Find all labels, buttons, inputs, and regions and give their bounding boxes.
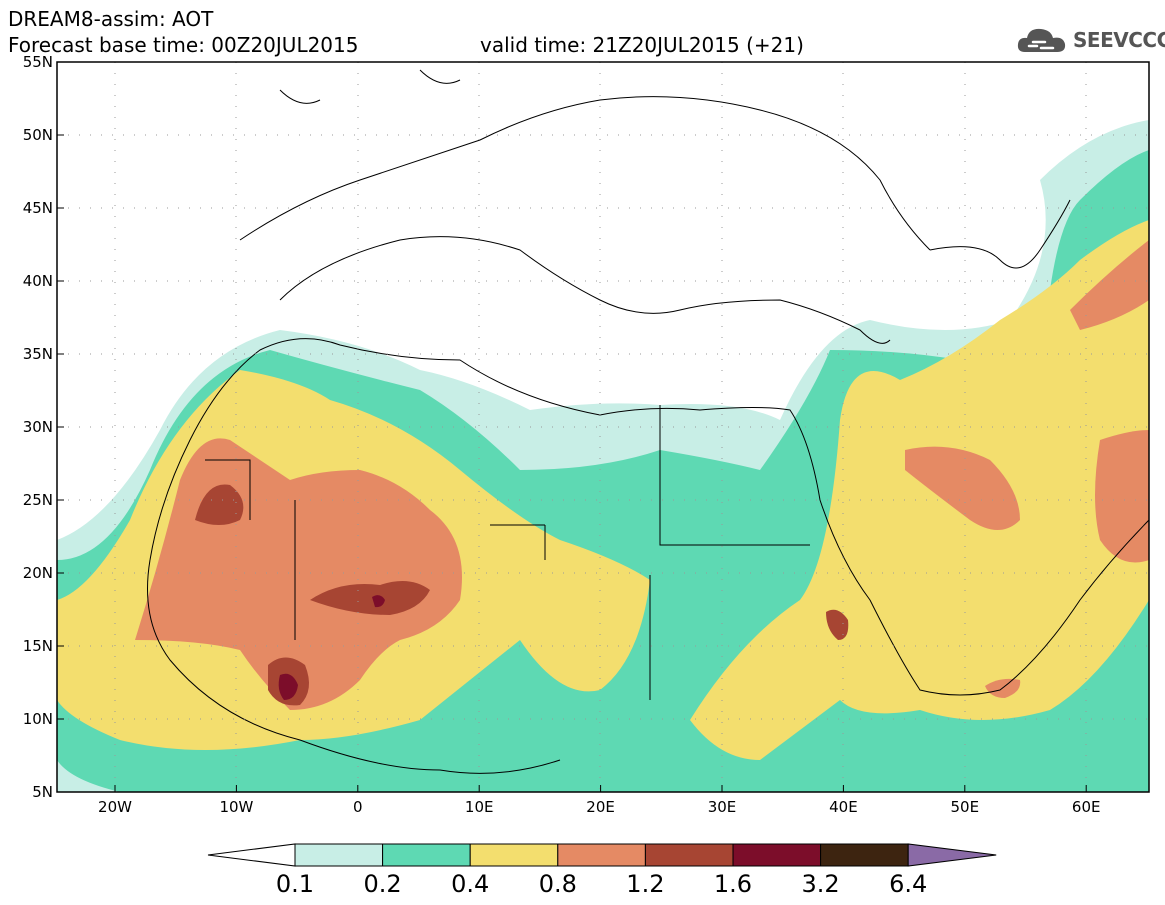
colorbar-label: 0.2 xyxy=(363,870,402,898)
lat-label: 10N xyxy=(23,710,53,728)
lat-label: 5N xyxy=(32,783,53,801)
lat-label: 50N xyxy=(23,126,53,144)
colorbar-over-arrow xyxy=(907,843,997,867)
contour-0.4-east xyxy=(690,220,1149,760)
lat-label: 45N xyxy=(23,199,53,217)
lat-label: 55N xyxy=(23,53,53,71)
colorbar-label: 0.4 xyxy=(451,870,490,898)
contour-1.6 xyxy=(278,673,298,700)
lon-label: 60E xyxy=(1072,798,1101,816)
contour-0.8-se xyxy=(1095,430,1149,563)
map-title: DREAM8-assim: AOT xyxy=(8,7,214,31)
colorbar-label: 0.1 xyxy=(275,870,315,898)
colorbar-label: 0.8 xyxy=(538,870,577,898)
seevccc-logo: SEEVCCC xyxy=(1015,22,1165,58)
lat-label: 20N xyxy=(23,564,53,582)
coastlines xyxy=(147,69,1149,774)
lon-label: 0 xyxy=(353,798,363,816)
lon-label: 50E xyxy=(951,798,980,816)
lon-label: 10E xyxy=(465,798,494,816)
colorbar-box xyxy=(469,843,559,867)
lon-label: 20E xyxy=(586,798,615,816)
lat-label: 15N xyxy=(23,637,53,655)
lon-label: 40E xyxy=(829,798,858,816)
contour-0.8-gulf xyxy=(905,446,1020,530)
cloud-icon xyxy=(1017,28,1066,52)
lat-label: 30N xyxy=(23,418,53,436)
colorbar-box xyxy=(557,843,646,867)
lon-label: 10W xyxy=(219,798,253,816)
lat-label: 35N xyxy=(23,345,53,363)
colorbar-box xyxy=(644,843,734,867)
latitude-labels: 55N 50N 45N 40N 35N 30N 25N 20N 15N 10N 5N xyxy=(23,53,64,801)
colorbar-under-arrow xyxy=(207,843,296,867)
aot-contours xyxy=(57,120,1149,792)
lat-label: 25N xyxy=(23,491,53,509)
lon-label: 20W xyxy=(98,798,132,816)
colorbar-box xyxy=(382,843,471,867)
colorbar-box xyxy=(294,843,384,867)
contour-0.8-ne xyxy=(1070,240,1149,330)
logo-text: SEEVCCC xyxy=(1073,28,1165,52)
longitude-labels: 20W 10W 0 10E 20E 30E 40E 50E 60E xyxy=(98,785,1100,816)
contour-1.2 xyxy=(195,484,244,525)
lon-label: 30E xyxy=(708,798,737,816)
colorbar xyxy=(207,843,997,867)
contour-1.6-b xyxy=(372,595,385,608)
colorbar-box xyxy=(820,843,909,867)
colorbar-box xyxy=(732,843,822,867)
colorbar-label: 3.2 xyxy=(801,870,840,898)
forecast-base-time: Forecast base time: 00Z20JUL2015 xyxy=(8,33,359,57)
contour-1.2-b xyxy=(310,581,430,615)
lat-label: 40N xyxy=(23,272,53,290)
graticule xyxy=(57,62,1149,792)
contour-1.2-d xyxy=(826,609,849,640)
valid-time: valid time: 21Z20JUL2015 (+21) xyxy=(480,33,804,57)
colorbar-label: 1.6 xyxy=(713,870,753,898)
colorbar-label: 6.4 xyxy=(889,870,928,898)
colorbar-label: 1.2 xyxy=(626,870,665,898)
